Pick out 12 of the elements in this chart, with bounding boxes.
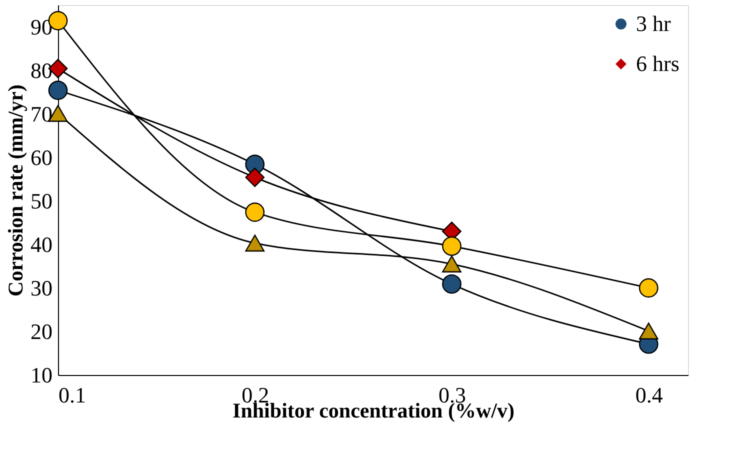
- y-tick-label: 30: [30, 275, 52, 300]
- y-axis-title: Corrosion rate (mm/yr): [4, 84, 28, 296]
- y-tick-label: 50: [30, 188, 52, 214]
- legend-label: 6 hrs: [636, 51, 680, 76]
- y-tick-label: 40: [30, 232, 52, 257]
- y-tick-label: 10: [30, 362, 52, 388]
- y-tick-label: 20: [30, 318, 52, 344]
- y-tick-label: 60: [30, 144, 52, 170]
- y-tick-label: 70: [30, 101, 52, 126]
- x-tick-label: 0.4: [635, 382, 663, 408]
- x-tick-label: 0.1: [58, 382, 86, 408]
- legend-label: 3 hr: [636, 11, 672, 36]
